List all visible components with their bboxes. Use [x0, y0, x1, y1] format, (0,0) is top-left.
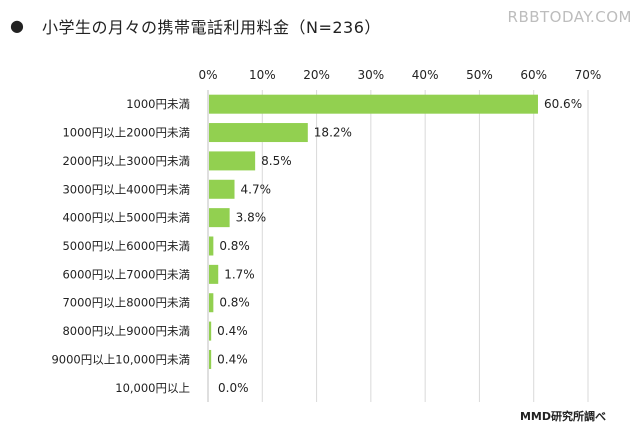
x-tick-label: 10% — [249, 68, 276, 82]
watermark: RBBTODAY.COM — [507, 8, 632, 26]
data-label: 8.5% — [261, 154, 292, 168]
category-label: 6000円以上7000円未満 — [62, 267, 190, 281]
bar — [209, 264, 219, 284]
data-label: 3.8% — [236, 211, 267, 225]
x-tick-label: 70% — [575, 68, 602, 82]
x-tick-label: 30% — [358, 68, 385, 82]
bar — [209, 208, 230, 228]
bar — [209, 293, 214, 313]
x-tick-label: 20% — [303, 68, 330, 82]
x-tick-label: 0% — [198, 68, 217, 82]
bar — [209, 349, 212, 369]
data-label: 0.4% — [217, 324, 248, 338]
category-label: 5000円以上6000円未満 — [62, 239, 190, 253]
category-label: 7000円以上8000円未満 — [62, 296, 190, 310]
category-label: 3000円以上4000円未満 — [62, 182, 190, 196]
data-label: 0.4% — [217, 352, 248, 366]
data-label: 18.2% — [314, 126, 352, 140]
chart-title: 小学生の月々の携帯電話利用料金（N=236） — [41, 18, 381, 37]
bar — [209, 179, 235, 199]
x-tick-label: 60% — [520, 68, 547, 82]
x-tick-label: 50% — [466, 68, 493, 82]
data-label: 0.8% — [219, 296, 250, 310]
category-label: 9000円以上10,000円未満 — [51, 352, 190, 366]
data-label: 4.7% — [241, 182, 272, 196]
data-label: 60.6% — [544, 97, 582, 111]
source-credit: MMD研究所調べ — [519, 410, 606, 423]
data-label: 0.8% — [219, 239, 250, 253]
category-label: 10,000円以上 — [115, 381, 190, 395]
bar — [209, 321, 212, 341]
category-label: 1000円以上2000円未満 — [62, 126, 190, 140]
bar — [209, 123, 308, 143]
bullet-icon: ● — [10, 16, 24, 35]
bar — [209, 94, 538, 114]
data-label: 1.7% — [224, 267, 255, 281]
chart-title-row: ● 小学生の月々の携帯電話利用料金（N=236） — [10, 14, 381, 38]
category-label: 2000円以上3000円未満 — [62, 154, 190, 168]
x-tick-label: 40% — [412, 68, 439, 82]
category-label: 4000円以上5000円未満 — [62, 211, 190, 225]
bar — [209, 151, 256, 171]
category-label: 8000円以上9000円未満 — [62, 324, 190, 338]
bar — [209, 236, 214, 256]
data-label: 0.0% — [218, 381, 249, 395]
category-label: 1000円未満 — [126, 97, 190, 111]
